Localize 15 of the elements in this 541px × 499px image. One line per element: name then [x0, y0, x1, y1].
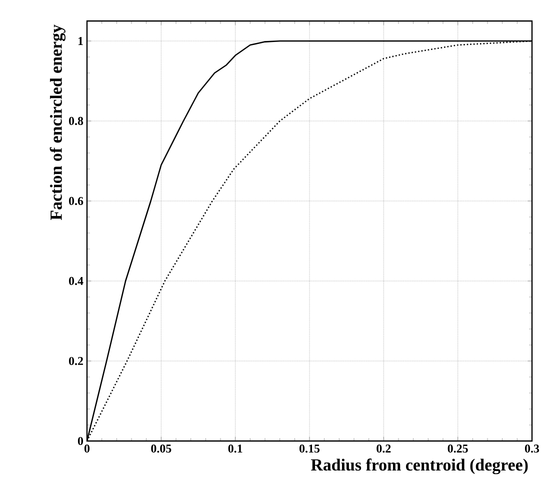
y-axis-title: Faction of encircled energy — [50, 24, 66, 220]
x-tick-label: 0 — [84, 444, 90, 453]
x-tick-label: 0.05 — [151, 444, 172, 453]
y-tick-label: 1 — [78, 37, 83, 45]
x-tick-label: 0.15 — [299, 444, 320, 453]
y-tick-label: 0.8 — [68, 116, 84, 126]
y-tick-label: 0.4 — [68, 276, 84, 286]
y-tick-label: 0 — [78, 436, 84, 446]
x-tick-label: 0.1 — [228, 444, 242, 453]
y-tick-label: 0.6 — [68, 196, 84, 206]
x-tick-label: 0.3 — [524, 444, 540, 453]
x-tick-label: 0.25 — [448, 444, 468, 453]
x-axis-title: Radius from centroid (degree) — [310, 458, 528, 474]
y-tick-label: 0.2 — [68, 356, 83, 366]
x-tick-label: 0.2 — [376, 444, 391, 453]
